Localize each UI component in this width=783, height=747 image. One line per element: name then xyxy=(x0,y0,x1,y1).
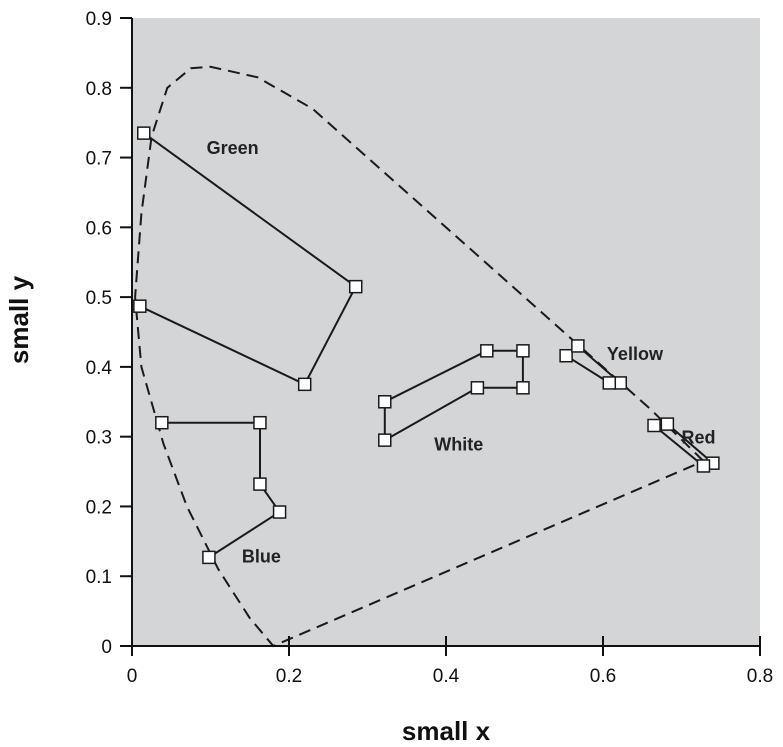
point-red-3 xyxy=(696,459,711,473)
point-blue-3 xyxy=(272,505,287,519)
point-green-3 xyxy=(133,299,147,313)
x-tick-label-0: 0 xyxy=(127,666,138,687)
y-tick-label-0: 0 xyxy=(101,637,112,658)
x-tick-label-1: 0.2 xyxy=(276,666,302,687)
point-blue-0 xyxy=(155,415,169,430)
point-green-2 xyxy=(297,377,312,392)
y-tick-label-7: 0.7 xyxy=(86,149,112,170)
point-green-0 xyxy=(137,126,151,140)
y-tick-label-1: 0.1 xyxy=(86,567,112,588)
y-tick-label-5: 0.5 xyxy=(86,288,112,309)
series-label-yellow: Yellow xyxy=(607,344,664,364)
axes: 0 0.2 0.4 0.6 0.8 0 0.1 0.2 0.3 0.4 0.5 0.6 0.7 0.8 0.… xyxy=(86,9,774,687)
series-label-white: White xyxy=(434,435,483,455)
point-white-2 xyxy=(480,344,494,358)
point-yellow-3 xyxy=(602,376,617,390)
series-line-green xyxy=(139,132,357,386)
y-tick-label-4: 0.4 xyxy=(86,358,113,379)
point-yellow-1 xyxy=(571,339,585,353)
x-tick-label-4: 0.8 xyxy=(747,666,773,687)
series-label-red: Red xyxy=(682,428,716,448)
point-yellow-2 xyxy=(613,376,628,390)
point-blue-4 xyxy=(202,550,216,565)
point-red-1 xyxy=(660,417,675,431)
point-blue-1 xyxy=(253,415,267,430)
plot-area xyxy=(132,18,760,646)
point-white-4 xyxy=(516,381,530,395)
y-tick-label-3: 0.3 xyxy=(86,428,112,449)
x-tick-label-3: 0.6 xyxy=(590,666,616,687)
data-layer: Green Blue White Yellow Red xyxy=(133,65,720,648)
plot-background xyxy=(132,18,760,646)
series-label-blue: Blue xyxy=(242,546,281,566)
point-red-0 xyxy=(647,418,661,433)
spectral-locus-boundary xyxy=(134,65,705,648)
point-white-5 xyxy=(470,381,485,395)
y-tick-label-8: 0.8 xyxy=(86,79,112,100)
point-white-0 xyxy=(378,433,392,447)
point-blue-2 xyxy=(253,477,267,491)
series-label-green: Green xyxy=(207,138,259,158)
point-yellow-0 xyxy=(559,348,573,363)
y-tick-label-2: 0.2 xyxy=(86,497,112,518)
y-axis-title: small y xyxy=(4,275,34,364)
point-white-1 xyxy=(378,395,392,409)
point-green-1 xyxy=(348,279,363,294)
x-axis-title: small x xyxy=(402,716,491,746)
y-tick-label-6: 0.6 xyxy=(86,218,112,239)
point-white-3 xyxy=(516,344,530,358)
x-tick-label-2: 0.4 xyxy=(433,666,460,687)
y-tick-label-9: 0.9 xyxy=(86,9,112,30)
